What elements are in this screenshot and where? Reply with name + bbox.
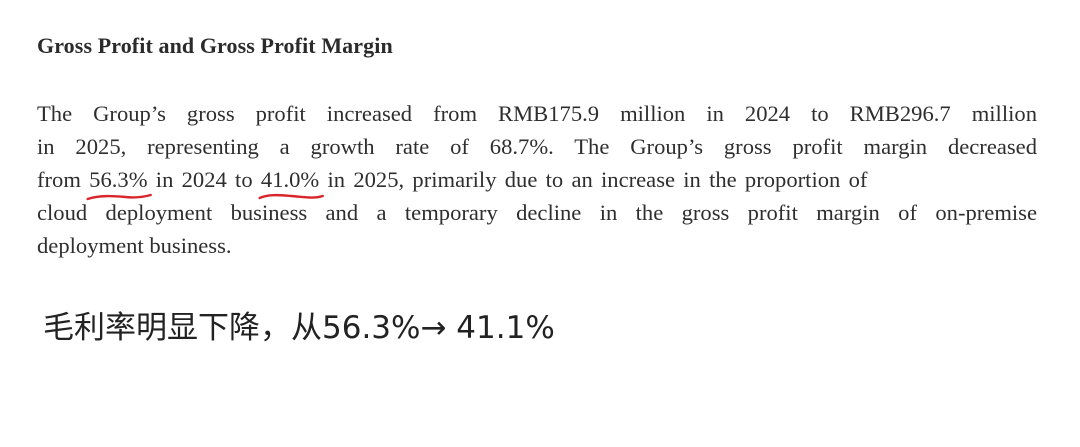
margin-value-2024: 56.3%: [89, 167, 148, 192]
body-paragraph: The Group’s gross profit increased from …: [37, 97, 1037, 262]
line-3-text-start: from: [37, 167, 90, 192]
underlined-value-2024: 56.3%: [89, 163, 147, 196]
paragraph-line-3: from 56.3% in 2024 to 41.0% in 2025, pri…: [37, 163, 1037, 196]
paragraph-line-4: cloud deployment business and a temporar…: [37, 200, 1037, 225]
line-3-text-end: in 2025, primarily due to an increase in…: [319, 167, 868, 192]
paragraph-line-2: in 2025, representing a growth rate of 6…: [37, 134, 1037, 159]
paragraph-line-1: The Group’s gross profit increased from …: [37, 101, 1037, 126]
chinese-annotation-caption: 毛利率明显下降，从56.3%→ 41.1%: [43, 310, 555, 346]
margin-value-2025: 41.0%: [260, 167, 320, 192]
red-underline-mark-1: [87, 192, 151, 202]
underlined-value-2025: 41.0%: [261, 163, 319, 196]
red-underline-mark-2: [259, 192, 323, 202]
paragraph-line-5: deployment business.: [37, 233, 232, 258]
line-3-text-middle: in 2024 to: [147, 167, 261, 192]
section-heading: Gross Profit and Gross Profit Margin: [37, 33, 393, 58]
